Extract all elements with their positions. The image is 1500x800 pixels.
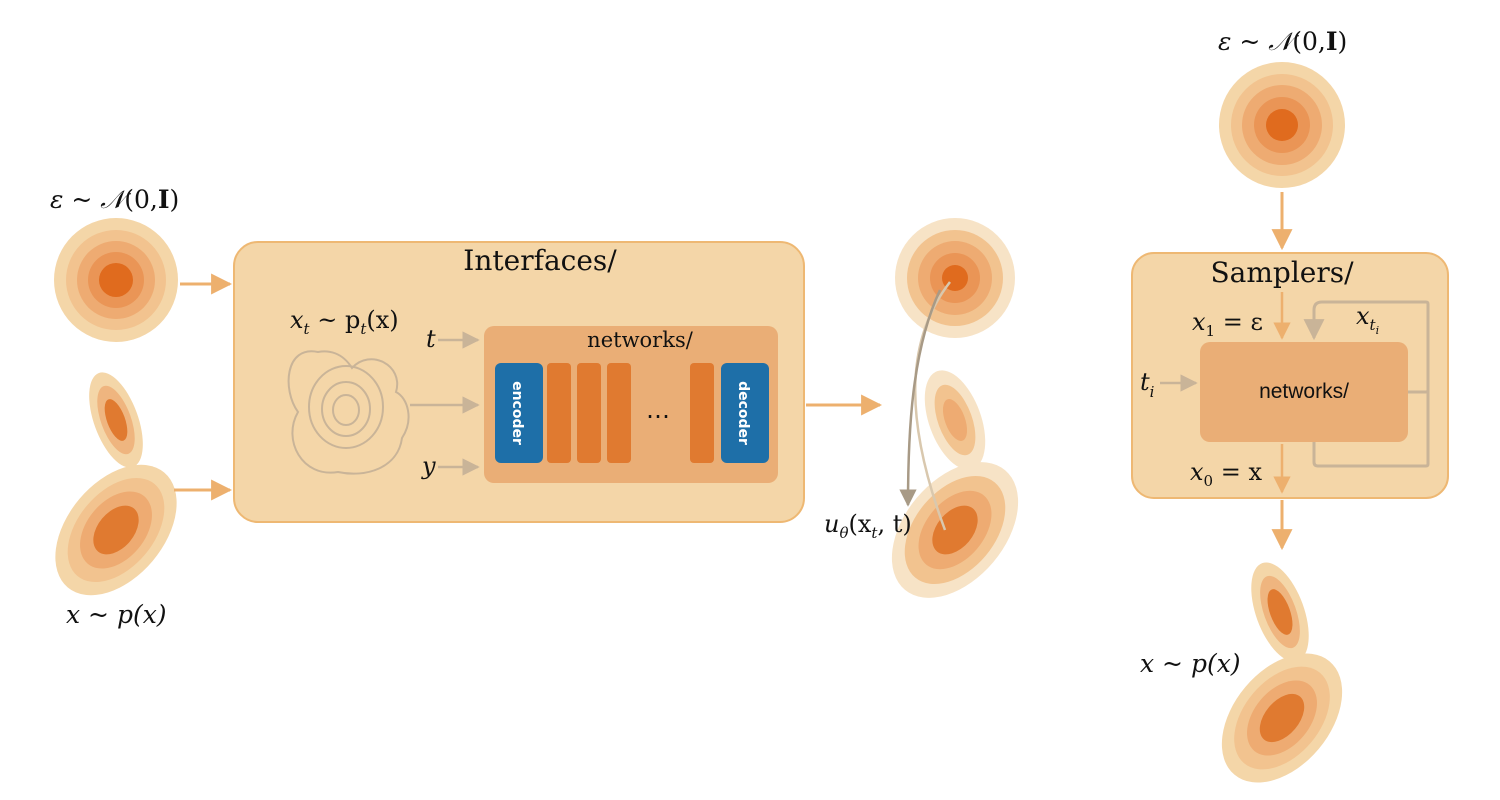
vector-field-flow-lines: [899, 281, 951, 531]
xti-label: xti: [1356, 302, 1379, 337]
decoder-label: decoder: [735, 381, 751, 445]
hidden-layer-n: [690, 363, 714, 463]
x0-label: x0 = x: [1190, 458, 1262, 490]
decoder-block[interactable]: decoder: [721, 363, 769, 463]
layers-ellipsis: …: [646, 396, 670, 424]
sampler-noise-density: [1219, 62, 1345, 188]
networks-title: networks/: [587, 328, 694, 352]
output-data-density: [891, 370, 1019, 598]
hidden-layer-3: [607, 363, 631, 463]
xt-label: xt ~ pt(x): [290, 306, 399, 338]
data-distribution-density: [55, 372, 177, 596]
interfaces-title: Interfaces/: [463, 244, 617, 277]
t-input-label: t: [426, 325, 436, 353]
hidden-layer-2: [577, 363, 601, 463]
data-label: x ~ p(x): [66, 600, 167, 629]
output-velocity-label: uθ(xt, t): [824, 510, 912, 542]
intermediate-density-contours: [287, 350, 410, 475]
samplers-module[interactable]: Samplers/ x1 = ε xti ti networks/ x0 = x: [1131, 252, 1449, 499]
output-noise-density: [895, 218, 1015, 338]
sampler-networks-label: networks/: [1259, 380, 1349, 403]
x1-label: x1 = ε: [1192, 308, 1263, 340]
interfaces-module[interactable]: Interfaces/ xt ~ pt(x) t y networks/ enc…: [233, 241, 805, 523]
noise-label: ε ~ 𝒩(0,I): [50, 185, 179, 214]
ti-label: ti: [1140, 368, 1155, 401]
sampler-loop-return: [1312, 390, 1430, 468]
networks-module[interactable]: networks/ encoder … decoder: [484, 326, 778, 483]
sampler-noise-label: ε ~ 𝒩(0,I): [1218, 27, 1347, 56]
sampler-networks-module[interactable]: networks/: [1200, 342, 1408, 442]
y-input-label: y: [421, 452, 436, 480]
encoder-block[interactable]: encoder: [495, 363, 543, 463]
encoder-label: encoder: [509, 381, 525, 445]
sampler-data-label: x ~ p(x): [1140, 649, 1241, 678]
noise-gaussian-density: [54, 218, 178, 342]
samplers-title: Samplers/: [1210, 256, 1354, 289]
sampler-data-density: [1221, 562, 1343, 783]
hidden-layer-1: [547, 363, 571, 463]
